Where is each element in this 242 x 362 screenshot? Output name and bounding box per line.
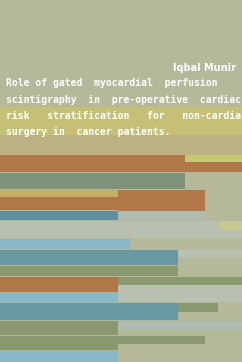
Bar <box>0 336 118 350</box>
Bar <box>118 285 242 302</box>
Bar <box>0 321 118 335</box>
Bar <box>0 155 185 172</box>
Bar <box>0 239 130 249</box>
Bar <box>118 211 205 220</box>
Bar <box>0 221 242 238</box>
Bar <box>0 293 118 302</box>
Bar <box>118 336 205 344</box>
Bar <box>0 266 178 276</box>
Bar <box>0 135 242 155</box>
Bar <box>0 351 118 362</box>
Bar <box>0 211 118 220</box>
Bar <box>118 321 242 330</box>
Text: Role of gated  myocardial  perfusion: Role of gated myocardial perfusion <box>6 78 218 88</box>
Bar <box>220 221 242 230</box>
Bar <box>178 303 218 312</box>
Bar <box>185 155 242 162</box>
Bar <box>178 250 242 258</box>
Bar <box>0 197 118 210</box>
Bar <box>0 277 118 292</box>
Text: surgery in  cancer patients.: surgery in cancer patients. <box>6 127 171 137</box>
Bar <box>0 155 242 172</box>
Bar <box>0 200 118 210</box>
Bar <box>0 303 178 320</box>
Text: risk   stratification   for   non-cardiac: risk stratification for non-cardiac <box>6 111 242 121</box>
Text: Iqbal Munir: Iqbal Munir <box>173 63 236 73</box>
Bar <box>118 190 205 212</box>
Bar <box>0 190 120 200</box>
Bar <box>0 107 242 135</box>
Bar <box>0 190 120 197</box>
Bar <box>0 173 185 189</box>
Bar <box>0 250 178 265</box>
Bar <box>118 277 242 285</box>
Text: scintigraphy  in  pre-operative  cardiac: scintigraphy in pre-operative cardiac <box>6 95 241 105</box>
